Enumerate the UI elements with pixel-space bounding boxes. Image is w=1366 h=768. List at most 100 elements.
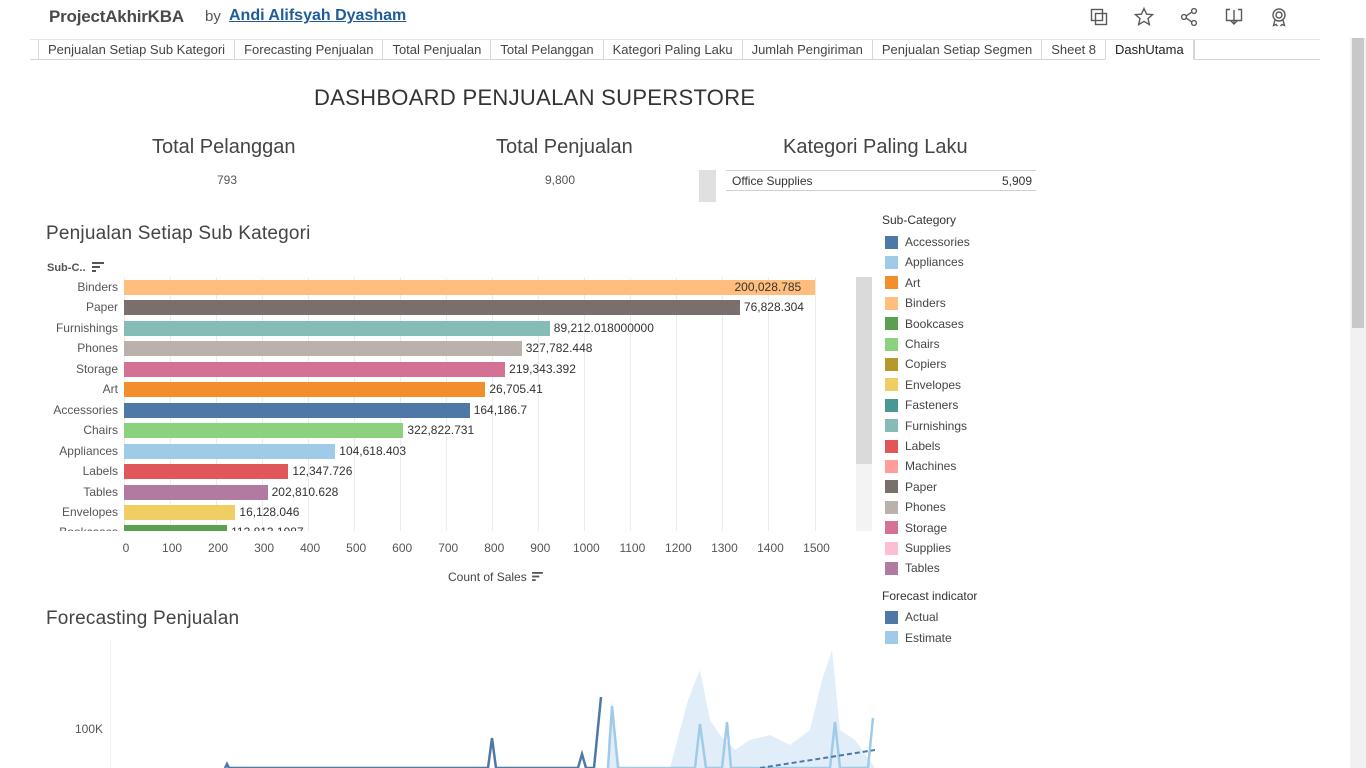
chart-scrollbar-thumb[interactable] <box>856 277 872 464</box>
workbook-title: ProjectAkhirKBA <box>49 7 184 26</box>
estimate-band <box>608 650 875 768</box>
bar-value-label: 113,813.1987 <box>231 525 304 531</box>
category-label: Phones <box>77 341 118 356</box>
category-label: Tables <box>83 484 118 499</box>
legend-item[interactable]: Chairs <box>885 336 940 352</box>
gridline <box>722 277 724 531</box>
bar-tables[interactable] <box>124 484 268 500</box>
bar-paper[interactable] <box>124 300 740 316</box>
legend-item[interactable]: Fasteners <box>885 397 958 413</box>
legend-label: Copiers <box>905 357 947 372</box>
legend-swatch <box>885 521 898 535</box>
chart-scrollbar[interactable] <box>856 277 872 531</box>
tab-total-pelanggan[interactable]: Total Pelanggan <box>490 40 602 60</box>
actual-series-line <box>223 696 603 768</box>
legend-item[interactable]: Actual <box>885 609 938 625</box>
tab-sheet-8[interactable]: Sheet 8 <box>1041 40 1105 60</box>
legend-item[interactable]: Labels <box>885 438 940 454</box>
bar-binders[interactable] <box>124 280 815 295</box>
legend-item[interactable]: Machines <box>885 458 956 474</box>
subcategory-legend-title: Sub-Category <box>882 213 957 227</box>
bar-labels[interactable] <box>124 464 289 480</box>
gridline <box>630 277 632 531</box>
bar-value-label: 322,822.731 <box>407 423 475 438</box>
legend-item[interactable]: Tables <box>885 560 940 576</box>
bar-value-label: 89,212.018000000 <box>553 320 654 335</box>
bar-appliances[interactable] <box>124 443 336 459</box>
legend-item[interactable]: Paper <box>885 479 937 495</box>
bar-art[interactable] <box>124 382 486 398</box>
sort-icon[interactable] <box>532 572 543 581</box>
legend-item[interactable]: Bookcases <box>885 316 964 332</box>
legend-swatch <box>885 337 898 351</box>
gridline <box>768 277 770 531</box>
x-tick-label: 1200 <box>665 541 692 555</box>
legend-item[interactable]: Envelopes <box>885 377 961 393</box>
dashboard-title: DASHBOARD PENJUALAN SUPERSTORE <box>314 85 756 110</box>
bar-storage[interactable] <box>124 361 506 377</box>
bar-phones[interactable] <box>124 341 522 357</box>
legend-swatch <box>885 276 898 290</box>
tab-forecasting-penjualan[interactable]: Forecasting Penjualan <box>234 40 382 60</box>
subkat-bar-chart[interactable]: Binders 200,028.785 Paper 76,828.304 Furnish… <box>30 277 850 531</box>
legend-item[interactable]: Estimate <box>885 630 952 646</box>
category-label: Appliances <box>59 443 118 458</box>
copy-icon[interactable] <box>1088 6 1110 28</box>
kpi-total-pelanggan-value[interactable]: 793 <box>217 173 238 187</box>
legend-swatch <box>885 480 898 494</box>
forecast-line-chart[interactable] <box>110 640 875 768</box>
x-tick-label: 1000 <box>572 541 600 555</box>
legend-item[interactable]: Accessories <box>885 234 970 250</box>
legend-label: Machines <box>905 459 957 474</box>
category-label: Accessories <box>53 402 118 417</box>
bar-envelopes[interactable] <box>124 504 236 520</box>
kpi-total-penjualan-value[interactable]: 9,800 <box>545 173 576 187</box>
badge-icon[interactable] <box>1268 6 1290 28</box>
legend-item[interactable]: Appliances <box>885 254 964 270</box>
category-label: Envelopes <box>61 504 118 519</box>
legend-swatch <box>885 631 898 644</box>
legend-item[interactable]: Copiers <box>885 356 946 372</box>
category-label: Storage <box>75 361 118 376</box>
bar-accessories[interactable] <box>124 402 470 418</box>
legend-label: Phones <box>905 500 946 515</box>
gridline <box>538 277 540 531</box>
legend-swatch <box>885 378 898 392</box>
legend-swatch <box>885 459 898 473</box>
legend-label: Actual <box>905 610 939 624</box>
kategori-table-row[interactable]: Office Supplies 5,909 <box>726 170 1036 191</box>
header-actions <box>1088 6 1313 28</box>
legend-swatch <box>885 541 898 555</box>
bar-bookcases[interactable] <box>124 525 228 531</box>
bar-chairs[interactable] <box>124 423 404 439</box>
download-icon[interactable] <box>1223 6 1245 28</box>
tab-kategori-paling-laku[interactable]: Kategori Paling Laku <box>602 40 742 60</box>
legend-item[interactable]: Phones <box>885 499 946 515</box>
subcategory-axis-header[interactable]: Sub-C.. <box>47 262 104 274</box>
tabs-filler <box>1193 40 1320 59</box>
x-axis-title[interactable]: Count of Sales <box>448 570 543 584</box>
bar-furnishings[interactable] <box>124 320 550 336</box>
tab-jumlah-pengiriman[interactable]: Jumlah Pengiriman <box>741 40 872 60</box>
legend-item[interactable]: Art <box>885 275 920 291</box>
legend-item[interactable]: Binders <box>885 295 946 311</box>
legend-swatch <box>885 398 898 412</box>
tab-dashutama[interactable]: DashUtama <box>1105 40 1194 60</box>
author-link[interactable]: Andi Alifsyah Dyasham <box>229 7 407 24</box>
legend-item[interactable]: Furnishings <box>885 418 967 434</box>
legend-swatch <box>885 357 898 371</box>
legend-item[interactable]: Supplies <box>885 540 951 556</box>
subcategory-axis-label: Sub-C.. <box>47 262 86 274</box>
share-icon[interactable] <box>1178 6 1200 28</box>
tab-penjualan-setiap-sub-kategori[interactable]: Penjualan Setiap Sub Kategori <box>38 40 234 60</box>
legend-item[interactable]: Storage <box>885 520 947 536</box>
page-scrollbar[interactable] <box>1350 38 1366 768</box>
bar-value-label: 76,828.304 <box>743 300 804 315</box>
star-icon[interactable] <box>1133 6 1155 28</box>
sort-icon[interactable] <box>91 262 104 272</box>
page-scrollbar-thumb[interactable] <box>1352 38 1364 328</box>
x-tick-label: 200 <box>208 541 229 555</box>
kpi-total-penjualan-title: Total Penjualan <box>496 136 633 158</box>
tab-penjualan-setiap-segmen[interactable]: Penjualan Setiap Segmen <box>871 40 1041 60</box>
tab-total-penjualan[interactable]: Total Penjualan <box>382 40 490 60</box>
